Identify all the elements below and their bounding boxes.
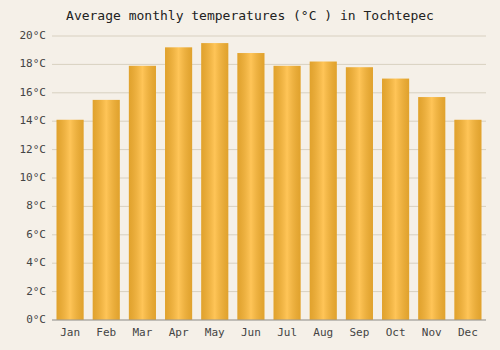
bar-shading — [310, 62, 337, 320]
y-tick-label: 2°C — [26, 285, 46, 298]
bar-shading — [57, 120, 84, 320]
bar-shading — [201, 43, 228, 320]
x-tick-label: Jan — [60, 326, 80, 339]
y-tick-label: 14°C — [20, 114, 47, 127]
x-tick-label: Sep — [349, 326, 369, 339]
y-tick-label: 16°C — [20, 86, 47, 99]
bar — [201, 43, 228, 320]
bar — [129, 66, 156, 320]
bar-shading — [93, 100, 120, 320]
bar — [93, 100, 120, 320]
x-axis: Jan Feb Mar Apr May Jun Jul Aug Sep Oct Nov Dec — [52, 320, 486, 339]
y-tick-label: 0°C — [26, 313, 46, 326]
bar-shading — [346, 67, 373, 320]
chart: 0°C 2°C 4°C 6°C 8°C 10°C 12°C 14°C 16°C 18°C 20°C J… — [0, 0, 500, 350]
bar — [418, 97, 445, 320]
x-tick-label: Oct — [386, 326, 406, 339]
x-tick-label: Jul — [277, 326, 297, 339]
bar — [237, 53, 264, 320]
bar — [454, 120, 481, 320]
bars — [57, 43, 482, 320]
background — [0, 0, 500, 350]
x-tick-label: Apr — [169, 326, 189, 339]
bar — [274, 66, 301, 320]
bar-shading — [274, 66, 301, 320]
title: Average monthly temperatures (°C ) in To… — [66, 8, 434, 23]
bar-shading — [418, 97, 445, 320]
x-tick-label: Mar — [132, 326, 152, 339]
x-tick-label: May — [205, 326, 225, 339]
bar — [310, 62, 337, 320]
grid-line — [52, 36, 486, 37]
x-tick-label: Aug — [313, 326, 333, 339]
x-axis-line — [52, 320, 486, 321]
grid-line — [52, 320, 486, 321]
bar-shading — [382, 79, 409, 320]
x-tick-label: Feb — [96, 326, 116, 339]
x-tick-label: Jun — [241, 326, 261, 339]
grid-line — [52, 92, 486, 93]
bar-shading — [454, 120, 481, 320]
y-tick-label: 10°C — [20, 171, 47, 184]
grid-line — [52, 64, 486, 65]
y-tick-label: 18°C — [20, 57, 47, 70]
y-tick-label: 4°C — [26, 256, 46, 269]
x-tick-label: Dec — [458, 326, 478, 339]
bar-shading — [129, 66, 156, 320]
y-tick-label: 6°C — [26, 228, 46, 241]
y-tick-label: 20°C — [20, 29, 47, 42]
chart-container: 0°C 2°C 4°C 6°C 8°C 10°C 12°C 14°C 16°C 18°C 20°C J… — [0, 0, 500, 350]
y-tick-label: 8°C — [26, 199, 46, 212]
bar — [57, 120, 84, 320]
y-tick-label: 12°C — [20, 143, 47, 156]
bar-shading — [237, 53, 264, 320]
bar — [346, 67, 373, 320]
y-axis: 0°C 2°C 4°C 6°C 8°C 10°C 12°C 14°C 16°C 18°C 20°C — [20, 29, 487, 326]
bar-shading — [165, 47, 192, 320]
bar — [165, 47, 192, 320]
bar — [382, 79, 409, 320]
x-tick-label: Nov — [422, 326, 442, 339]
